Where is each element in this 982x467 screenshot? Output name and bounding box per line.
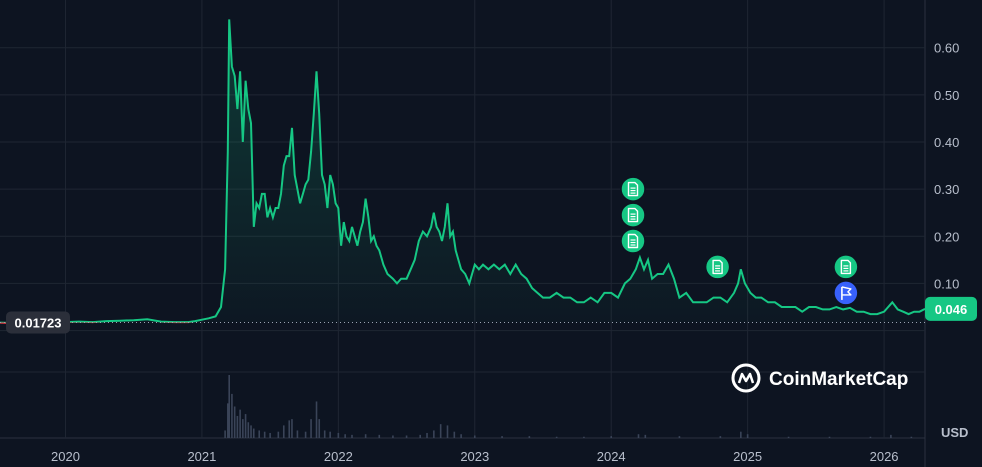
volume-bar [242, 419, 244, 438]
volume-bars [224, 375, 913, 438]
document-icon [627, 181, 639, 197]
volume-bar [337, 432, 340, 438]
volume-bar [419, 434, 422, 438]
volume-bar [239, 409, 241, 438]
volume-bar [269, 432, 271, 438]
volume-bar [453, 431, 456, 438]
volume-bar [426, 432, 428, 438]
volume-bar [323, 430, 326, 438]
volume-bar [277, 431, 280, 438]
volume-bar [364, 434, 367, 438]
volume-bar [828, 436, 831, 438]
volume-bar [291, 419, 293, 438]
volume-bar [678, 436, 681, 438]
volume-bar [433, 430, 435, 438]
y-tick-label: 0.50 [934, 88, 959, 103]
volume-bar [233, 406, 236, 438]
volume-bar [473, 435, 476, 438]
volume-bar [282, 425, 285, 438]
document-icon [627, 207, 639, 223]
volume-bar [228, 375, 231, 438]
document-icon [627, 233, 639, 249]
volume-bar [288, 420, 291, 438]
volume-bar [746, 434, 749, 438]
volume-bar [719, 436, 722, 438]
grid-lines [0, 0, 926, 467]
volume-bar [224, 430, 226, 438]
volume-bar [583, 436, 585, 438]
x-tick-label: 2026 [870, 449, 899, 464]
volume-bar [315, 401, 318, 438]
volume-bar [637, 434, 640, 438]
volume-bar [460, 434, 462, 438]
brand-watermark: CoinMarketCap [731, 363, 908, 393]
current-price-label: 0.046 [935, 302, 968, 317]
x-axis: 2020 2021 2022 2023 2024 2025 2026 [51, 449, 899, 464]
volume-bar [740, 431, 742, 438]
start-price-label: 0.01723 [15, 315, 62, 330]
x-tick-label: 2020 [51, 449, 80, 464]
volume-bar [227, 403, 229, 438]
event-document-marker[interactable] [620, 202, 646, 228]
y-tick-label: 0.10 [934, 276, 959, 291]
brand-name: CoinMarketCap [769, 369, 908, 390]
x-tick-label: 2023 [460, 449, 489, 464]
volume-bar [501, 436, 503, 438]
y-tick-label: 0.20 [934, 229, 959, 244]
y-axis: 0.10 0.20 0.30 0.40 0.50 0.60 [934, 41, 959, 292]
x-tick-label: 2021 [187, 449, 216, 464]
volume-bar [528, 436, 531, 438]
volume-bar [890, 434, 892, 438]
volume-bar [304, 431, 307, 438]
event-document-marker[interactable] [704, 254, 731, 280]
volume-bar [405, 435, 408, 438]
volume-bar [244, 414, 247, 438]
volume-bar [258, 430, 261, 438]
volume-bar [644, 434, 647, 438]
event-document-marker[interactable] [620, 228, 646, 254]
event-flag-marker[interactable] [833, 280, 859, 306]
event-markers[interactable] [620, 176, 859, 306]
x-tick-label: 2025 [733, 449, 762, 464]
y-tick-label: 0.40 [934, 135, 959, 150]
y-tick-label: 0.30 [934, 182, 959, 197]
coinmarketcap-logo-icon [731, 363, 761, 393]
volume-bar [787, 436, 790, 438]
event-document-marker[interactable] [833, 254, 859, 280]
volume-bar [250, 425, 252, 438]
current-price-badge: 0.046 [925, 296, 977, 321]
document-icon [712, 259, 723, 275]
volume-bar [555, 436, 558, 438]
volume-bar [318, 419, 321, 438]
start-price-badge: 0.01723 [6, 311, 70, 334]
volume-bar [439, 424, 442, 438]
volume-bar [351, 434, 353, 438]
event-document-marker[interactable] [620, 176, 646, 202]
volume-bar [392, 435, 394, 438]
flag-icon [841, 286, 852, 300]
volume-bar [231, 393, 233, 438]
x-tick-label: 2022 [324, 449, 353, 464]
volume-bar [296, 430, 299, 438]
currency-label: USD [941, 425, 968, 440]
volume-bar [446, 425, 449, 438]
volume-bar [329, 431, 331, 438]
volume-bar [344, 434, 346, 438]
volume-bar [236, 415, 239, 438]
price-line-up [0, 19, 926, 323]
document-icon [840, 259, 852, 275]
volume-bar [310, 419, 312, 438]
volume-bar [263, 431, 266, 438]
volume-bar [610, 436, 613, 438]
volume-bar [869, 436, 872, 438]
volume-bar [252, 428, 255, 438]
volume-bar [247, 422, 250, 438]
price-area [0, 19, 925, 323]
y-tick-label: 0.60 [934, 41, 959, 56]
volume-bar [910, 436, 913, 438]
x-tick-label: 2024 [597, 449, 626, 464]
volume-bar [378, 434, 381, 438]
